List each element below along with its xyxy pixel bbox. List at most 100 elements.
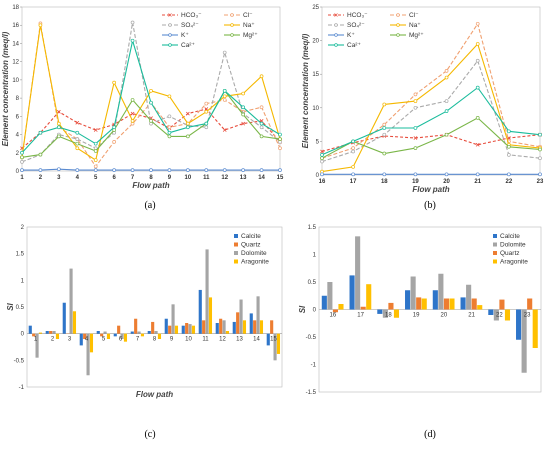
x-tick-label: 1 [20, 175, 24, 181]
legend-label: K⁺ [181, 32, 189, 39]
data-point [39, 153, 42, 156]
x-tick-label: 11 [202, 337, 209, 343]
data-point [260, 135, 263, 138]
data-point [57, 135, 60, 138]
data-point [279, 147, 282, 150]
data-point [352, 140, 355, 143]
data-point [205, 122, 208, 125]
x-tick-label: 9 [170, 337, 174, 343]
bar [223, 320, 226, 333]
bar [151, 322, 154, 334]
bar [39, 333, 42, 334]
y-axis-label: Element concentration (meq/l) [301, 33, 310, 148]
bar [472, 299, 477, 310]
y-tick-label: 16 [12, 23, 19, 29]
legend-label: Dolomite [500, 242, 526, 249]
bar [461, 297, 466, 309]
y-tick-label: 1 [313, 253, 317, 259]
bar [394, 310, 399, 318]
bar [56, 334, 59, 339]
y-tick-label: -1.5 [306, 390, 317, 396]
bar [199, 290, 202, 334]
x-tick-label: 23 [537, 179, 544, 185]
x-tick-label: 14 [258, 175, 265, 181]
data-point [205, 126, 208, 129]
legend-marker [169, 34, 172, 37]
bar [172, 304, 175, 333]
x-tick-label: 3 [68, 337, 72, 343]
legend-marker [397, 34, 400, 37]
data-point [539, 157, 542, 160]
data-point [131, 21, 134, 24]
bar [505, 310, 510, 321]
data-point [94, 169, 97, 172]
legend-label: K⁺ [347, 32, 355, 39]
x-tick-label: 15 [270, 337, 277, 343]
legend-label: Na⁺ [243, 22, 255, 29]
data-point [383, 152, 386, 155]
data-point [445, 133, 448, 136]
data-point [279, 138, 282, 141]
data-point [445, 173, 448, 176]
legend-marker [335, 44, 338, 47]
bar [260, 320, 263, 333]
data-point [476, 116, 479, 119]
y-tick-label: 25 [312, 5, 319, 11]
data-point [223, 169, 226, 172]
data-point [223, 51, 226, 54]
data-point [414, 106, 417, 109]
legend-label: Na⁺ [409, 22, 421, 29]
data-point [476, 173, 479, 176]
legend-swatch [493, 260, 497, 264]
y-tick-label: 0 [21, 332, 25, 338]
bar [219, 319, 222, 334]
data-point [414, 126, 417, 129]
y-tick-label: 2 [16, 151, 20, 157]
bar [253, 320, 256, 333]
data-point [131, 39, 134, 42]
bar [416, 297, 421, 309]
data-point [205, 169, 208, 172]
x-tick-label: 13 [240, 175, 247, 181]
bar [449, 299, 454, 310]
data-point [21, 160, 24, 163]
bar [236, 312, 239, 333]
bar [438, 274, 443, 310]
data-point [94, 142, 97, 145]
data-point [352, 147, 355, 150]
data-point [445, 110, 448, 113]
data-point [476, 86, 479, 89]
x-tick-label: 21 [474, 179, 481, 185]
y-tick-label: -0.5 [306, 335, 317, 341]
bar [131, 332, 134, 334]
data-point [205, 110, 208, 113]
data-point [39, 131, 42, 134]
legend-marker [169, 24, 172, 27]
y-tick-label: 14 [12, 41, 19, 47]
y-tick-label: 6 [16, 114, 20, 120]
data-point [57, 110, 60, 113]
bar [97, 331, 100, 334]
data-point [186, 112, 189, 115]
bar [250, 313, 253, 333]
bar [185, 323, 188, 334]
x-tick-label: 22 [506, 179, 513, 185]
data-point [260, 122, 263, 125]
y-tick-label: 2 [21, 225, 25, 231]
bar [499, 300, 504, 310]
bar [243, 320, 246, 333]
bar [206, 249, 209, 333]
data-point [242, 113, 245, 116]
data-point [260, 169, 263, 172]
bar [175, 326, 178, 334]
data-point [539, 148, 542, 151]
bar [388, 303, 393, 310]
y-tick-label: 1.5 [16, 252, 25, 258]
y-tick-label: 5 [316, 139, 320, 145]
data-point [76, 147, 79, 150]
legend-label: SO₄²⁻ [347, 22, 365, 29]
data-point [186, 169, 189, 172]
legend-marker [397, 24, 400, 27]
legend-marker [231, 34, 234, 37]
